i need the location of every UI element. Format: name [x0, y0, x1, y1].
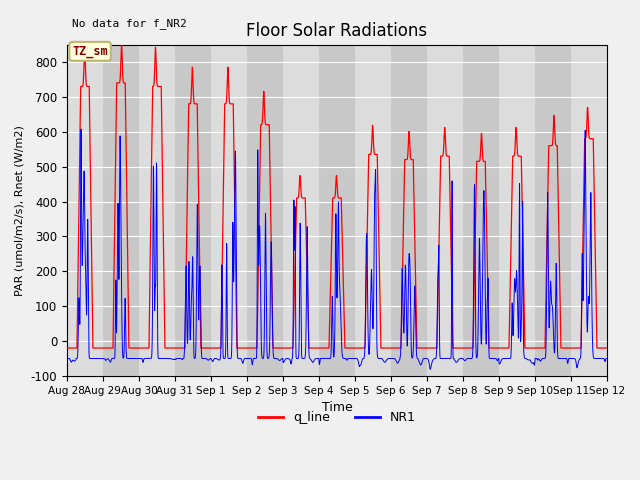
q_line	[603, 345, 611, 351]
NR1	[63, 356, 71, 361]
Title: Floor Solar Radiations: Floor Solar Radiations	[246, 22, 428, 40]
q_line	[497, 345, 505, 351]
Y-axis label: PAR (umol/m2/s), Rnet (W/m2): PAR (umol/m2/s), Rnet (W/m2)	[15, 125, 25, 296]
Bar	[67, 45, 103, 376]
Bar	[283, 45, 319, 376]
Bar	[499, 45, 535, 376]
NR1	[408, 353, 415, 359]
Bar	[103, 45, 139, 376]
q_line	[92, 345, 99, 351]
NR1	[497, 359, 505, 364]
Bar	[211, 45, 247, 376]
q_line	[118, 40, 125, 46]
Bar	[175, 45, 211, 376]
X-axis label: Time: Time	[321, 401, 352, 414]
Line: q_line: q_line	[67, 43, 607, 348]
q_line	[408, 157, 415, 163]
Text: TZ_sm: TZ_sm	[72, 45, 108, 58]
NR1	[603, 356, 611, 361]
Bar	[391, 45, 427, 376]
q_line	[504, 345, 512, 351]
NR1	[426, 366, 434, 372]
NR1	[469, 346, 477, 352]
NR1	[92, 356, 99, 361]
Bar	[427, 45, 463, 376]
q_line	[484, 273, 492, 278]
Legend: q_line, NR1: q_line, NR1	[253, 406, 421, 429]
Text: No data for f_NR2: No data for f_NR2	[72, 18, 187, 29]
q_line	[469, 345, 477, 351]
NR1	[77, 126, 85, 132]
Bar	[319, 45, 355, 376]
NR1	[504, 356, 512, 361]
Bar	[139, 45, 175, 376]
Line: NR1: NR1	[67, 129, 607, 369]
Bar	[463, 45, 499, 376]
Bar	[355, 45, 391, 376]
Bar	[535, 45, 571, 376]
Bar	[247, 45, 283, 376]
NR1	[484, 296, 492, 302]
Bar	[571, 45, 607, 376]
q_line	[63, 345, 71, 351]
